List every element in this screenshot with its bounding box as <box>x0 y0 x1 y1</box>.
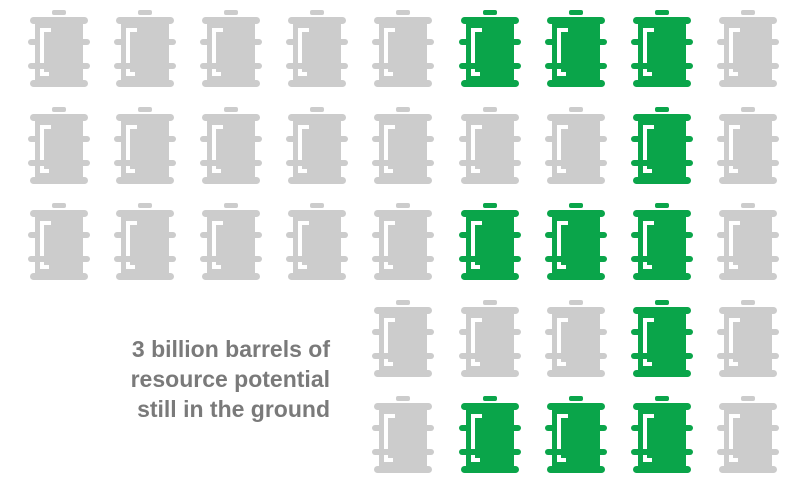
oil-barrel-icon <box>200 106 263 184</box>
oil-barrel-icon <box>544 396 607 473</box>
oil-barrel-icon <box>716 299 779 377</box>
oil-barrel-icon <box>458 396 521 473</box>
oil-barrel-icon <box>458 10 521 87</box>
barrel-empty <box>286 106 349 185</box>
barrel-filled <box>458 10 521 88</box>
oil-barrel-icon <box>630 203 693 280</box>
barrel-empty <box>200 106 263 185</box>
barrel-filled <box>544 10 607 88</box>
oil-barrel-icon <box>716 396 779 473</box>
oil-barrel-icon <box>200 10 263 87</box>
oil-barrel-icon <box>286 203 349 280</box>
barrel-empty <box>544 299 607 378</box>
oil-barrel-icon <box>544 299 607 377</box>
oil-barrel-icon <box>458 203 521 280</box>
oil-barrel-icon <box>716 203 779 280</box>
oil-barrel-icon <box>286 106 349 184</box>
oil-barrel-icon <box>458 106 521 184</box>
barrel-filled <box>630 10 693 88</box>
oil-barrel-icon <box>630 106 693 184</box>
barrel-filled <box>630 299 693 378</box>
oil-barrel-icon <box>716 106 779 184</box>
oil-barrel-icon <box>372 10 435 87</box>
barrel-empty <box>200 203 263 281</box>
oil-barrel-icon <box>544 106 607 184</box>
barrel-empty <box>28 106 90 185</box>
oil-barrel-icon <box>458 299 521 377</box>
barrel-empty <box>114 10 177 88</box>
barrel-filled <box>458 203 521 281</box>
caption-line-1: 3 billion barrels of <box>131 336 330 362</box>
barrel-filled <box>630 106 693 185</box>
barrel-empty <box>372 10 435 88</box>
barrel-filled <box>458 396 521 474</box>
barrel-empty <box>372 106 435 185</box>
oil-barrel-icon <box>630 299 693 377</box>
barrel-empty <box>458 106 521 185</box>
barrel-empty <box>200 10 263 88</box>
barrel-empty <box>28 203 90 281</box>
barrel-empty <box>286 203 349 281</box>
barrel-empty <box>716 10 779 88</box>
caption-line-3: still in the ground <box>137 396 330 422</box>
caption: 3 billion barrels of resource potential … <box>40 334 330 424</box>
oil-barrel-icon <box>716 10 779 87</box>
oil-barrel-icon <box>200 203 263 280</box>
barrel-filled <box>544 396 607 474</box>
oil-barrel-icon <box>372 203 435 280</box>
oil-barrel-icon <box>372 106 435 184</box>
barrel-empty <box>372 299 435 378</box>
oil-barrel-icon <box>114 203 177 280</box>
caption-line-2: resource potential <box>130 366 330 392</box>
barrel-empty <box>716 396 779 474</box>
oil-barrel-icon <box>114 10 177 87</box>
barrel-empty <box>286 10 349 88</box>
oil-barrel-icon <box>372 396 435 473</box>
barrel-empty <box>544 106 607 185</box>
barrel-empty <box>372 203 435 281</box>
barrel-filled <box>630 203 693 281</box>
barrel-filled <box>544 203 607 281</box>
barrel-empty <box>28 10 90 88</box>
barrel-filled <box>630 396 693 474</box>
barrel-empty <box>716 106 779 185</box>
oil-barrel-icon <box>372 299 435 377</box>
barrel-empty <box>716 299 779 378</box>
oil-barrel-icon <box>28 106 90 184</box>
barrel-empty <box>114 203 177 281</box>
oil-barrel-icon <box>28 10 90 87</box>
oil-barrel-icon <box>544 10 607 87</box>
oil-barrel-icon <box>544 203 607 280</box>
oil-barrel-icon <box>114 106 177 184</box>
oil-barrel-icon <box>28 203 90 280</box>
barrel-empty <box>114 106 177 185</box>
barrel-empty <box>716 203 779 281</box>
barrel-empty <box>458 299 521 378</box>
oil-barrel-icon <box>286 10 349 87</box>
oil-barrel-icon <box>630 396 693 473</box>
oil-barrel-icon <box>630 10 693 87</box>
barrel-empty <box>372 396 435 474</box>
